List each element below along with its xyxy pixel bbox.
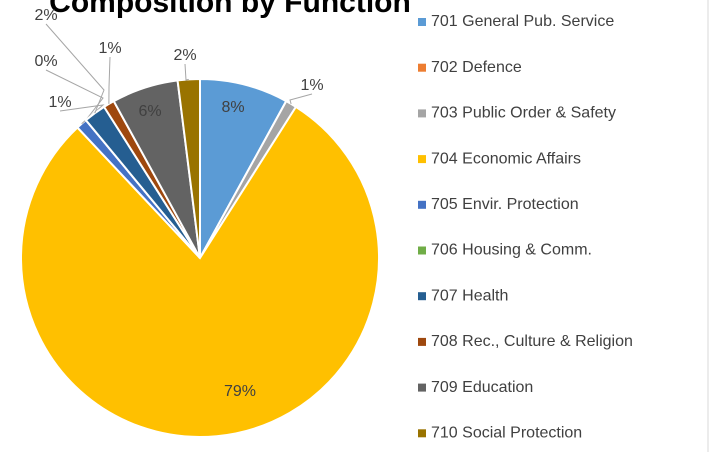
pie-slice [20, 105, 380, 438]
legend-label: 708 Rec., Culture & Religion [431, 333, 633, 350]
leader-line [108, 56, 111, 104]
data-label: 8% [221, 99, 244, 116]
legend-swatch [418, 109, 426, 118]
legend-label: 702 Defence [431, 59, 522, 76]
legend-label: 709 Education [431, 379, 533, 396]
legend-label: 703 Public Order & Safety [431, 105, 616, 122]
legend-swatch [418, 63, 426, 72]
legend-label: 707 Health [431, 287, 508, 304]
data-label: 0% [34, 53, 57, 70]
pie-slice [199, 77, 288, 259]
legend-label: 701 General Pub. Service [431, 13, 614, 30]
data-label: 2% [173, 47, 196, 64]
data-label: 1% [48, 94, 71, 111]
legend-label: 710 Social Protection [431, 425, 582, 442]
legend-swatch [418, 383, 426, 392]
data-label: 2% [34, 7, 57, 24]
legend-swatch [418, 337, 426, 346]
legend-swatch [418, 155, 426, 164]
leader-line [45, 23, 105, 114]
chart-title: Composition by Function [49, 0, 411, 19]
legend-swatch [418, 292, 426, 301]
legend-label: 704 Economic Affairs [431, 150, 581, 167]
legend-swatch [418, 18, 426, 26]
leader-line [289, 93, 313, 105]
leader-line [184, 63, 189, 81]
leader-line [45, 69, 104, 121]
legend-label: 706 Housing & Comm. [431, 242, 592, 259]
legend-swatch [418, 200, 426, 209]
data-label: 79% [224, 383, 256, 400]
legend-label: 705 Envir. Protection [431, 196, 579, 213]
legend-swatch [418, 246, 426, 255]
data-label: 1% [300, 77, 323, 94]
legend-swatch [418, 429, 426, 438]
data-label: 6% [138, 103, 161, 120]
data-label: 1% [98, 40, 121, 57]
